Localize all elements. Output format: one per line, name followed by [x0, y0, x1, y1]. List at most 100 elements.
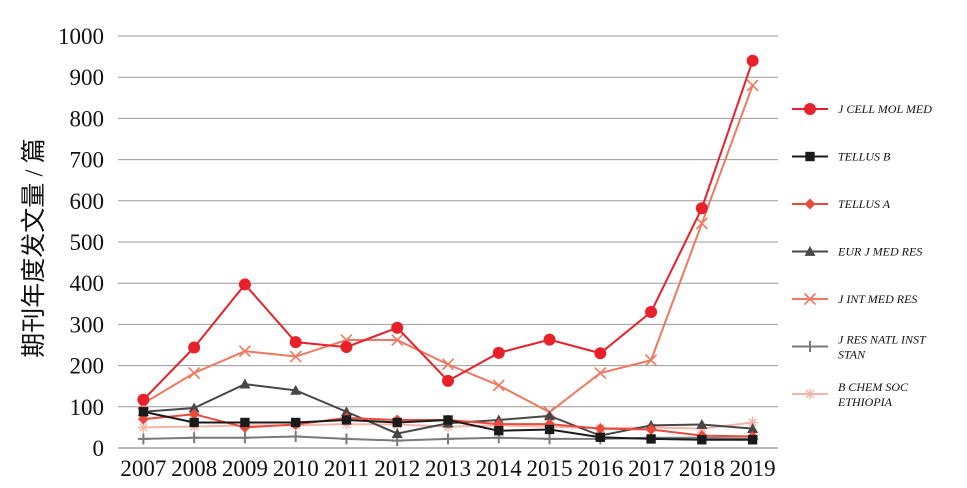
x-tick-label: 2010: [273, 456, 319, 481]
legend-label: J CELL MOL MED: [838, 102, 932, 116]
x-tick-label: 2019: [730, 456, 776, 481]
data-point-j-cell-mol-med: [188, 341, 201, 354]
data-point-b-chem-soc-ethiopia: [137, 421, 149, 433]
legend-item-eur-j-med-res: EUR J MED RES: [792, 245, 922, 259]
data-point-j-res-natl-inst-stan: [544, 433, 556, 445]
y-axis-title: 期刊年度发文量 / 篇: [20, 138, 48, 357]
legend-label: J INT MED RES: [838, 292, 917, 306]
x-tick-label: 2008: [171, 456, 217, 481]
gridlines: [118, 35, 778, 449]
data-point-j-res-natl-inst-stan: [442, 433, 454, 445]
data-point-j-int-med-res: [188, 366, 201, 380]
data-point-tellus-b: [494, 426, 504, 436]
data-point-j-cell-mol-med: [492, 346, 505, 359]
data-point-j-cell-mol-med: [137, 393, 150, 406]
legend-swatch-marker: [804, 388, 816, 400]
legend-label: EUR J MED RES: [837, 245, 922, 259]
legend-item-tellus-a: TELLUS A: [792, 197, 891, 211]
legend-label: TELLUS B: [838, 150, 891, 164]
legend-item-tellus-b: TELLUS B: [792, 150, 891, 164]
legend-item-j-int-med-res: J INT MED RES: [792, 292, 917, 306]
data-point-b-chem-soc-ethiopia: [747, 416, 759, 428]
data-point-tellus-b: [544, 424, 555, 435]
data-point-eur-j-med-res: [696, 419, 708, 429]
y-tick-label: 100: [70, 395, 105, 420]
x-tick-label: 2009: [222, 456, 268, 481]
x-tick-label: 2014: [476, 456, 523, 481]
legend-label: TELLUS A: [838, 197, 891, 211]
data-point-tellus-b: [291, 417, 301, 428]
x-tick-label: 2017: [628, 456, 674, 481]
legend-label: B CHEM SOC ETHIOPIA: [837, 380, 909, 409]
data-point-j-cell-mol-med: [594, 347, 607, 360]
data-point-tellus-a: [594, 423, 606, 435]
data-point-j-cell-mol-med: [645, 306, 658, 319]
data-point-j-int-med-res: [594, 366, 607, 380]
x-axis-ticks: 2007 2008 2009 2010 2011 2012 2013 2014 2015 2016…: [120, 456, 775, 481]
series-line-j-int-med-res: [142, 85, 754, 414]
data-point-j-res-natl-inst-stan: [290, 430, 302, 442]
data-point-tellus-b: [341, 415, 352, 425]
series-line-j-cell-mol-med: [142, 60, 754, 401]
data-point-eur-j-med-res: [290, 384, 302, 395]
legend-swatch-marker: [804, 198, 816, 210]
series-j-cell-mol-med: [137, 54, 759, 406]
data-point-tellus-b: [138, 407, 149, 417]
legend-item-j-res-natl-inst-stan: J RES NATL INST STAN: [792, 333, 927, 362]
legend-item-b-chem-soc-ethiopia: B CHEM SOC ETHIOPIA: [792, 380, 909, 409]
x-tick-label: 2012: [374, 456, 420, 481]
x-tick-label: 2011: [324, 456, 369, 481]
legend-swatch-marker: [804, 341, 816, 352]
data-point-eur-j-med-res: [188, 402, 200, 413]
x-tick-label: 2016: [577, 456, 623, 481]
data-point-j-int-med-res: [391, 333, 404, 347]
y-tick-label: 900: [70, 65, 105, 90]
data-point-j-cell-mol-med: [543, 333, 556, 346]
y-tick-label: 700: [70, 148, 105, 173]
data-point-j-int-med-res: [746, 79, 759, 92]
y-tick-label: 400: [70, 271, 105, 296]
data-point-j-int-med-res: [645, 354, 658, 367]
legend-swatch-marker: [805, 151, 815, 162]
x-tick-label: 2007: [120, 456, 166, 481]
data-point-j-int-med-res: [289, 350, 302, 363]
data-point-eur-j-med-res: [239, 378, 251, 389]
data-point-j-cell-mol-med: [340, 341, 353, 354]
data-point-j-res-natl-inst-stan: [340, 433, 352, 445]
data-point-j-res-natl-inst-stan: [188, 432, 200, 444]
data-point-j-res-natl-inst-stan: [137, 433, 149, 445]
x-tick-label: 2015: [527, 456, 573, 481]
data-point-j-cell-mol-med: [289, 336, 302, 349]
data-point-j-int-med-res: [238, 345, 251, 358]
series-j-int-med-res: [137, 79, 759, 419]
data-point-j-res-natl-inst-stan: [239, 432, 251, 444]
data-point-tellus-b: [595, 432, 605, 442]
data-point-eur-j-med-res: [544, 410, 556, 421]
data-point-eur-j-med-res: [340, 406, 352, 417]
series-tellus-b: [138, 407, 758, 445]
data-point-tellus-b: [189, 417, 199, 428]
x-tick-label: 2013: [425, 456, 471, 481]
y-tick-label: 0: [93, 436, 105, 461]
y-tick-label: 1000: [58, 24, 104, 49]
data-point-eur-j-med-res: [747, 423, 759, 434]
data-point-j-cell-mol-med: [391, 321, 404, 334]
data-point-tellus-a: [645, 423, 657, 435]
y-tick-label: 200: [70, 354, 105, 379]
legend-item-j-cell-mol-med: J CELL MOL MED: [792, 102, 932, 116]
data-point-tellus-b: [392, 417, 402, 428]
data-point-j-cell-mol-med: [746, 54, 759, 67]
data-point-j-cell-mol-med: [238, 278, 251, 291]
data-point-j-cell-mol-med: [695, 202, 708, 215]
data-point-eur-j-med-res: [391, 428, 403, 438]
legend-swatch-marker: [804, 103, 816, 115]
legend: J CELL MOL MED TELLUS B TELLUS A EUR J MED …: [792, 102, 932, 409]
legend-swatch-marker: [803, 292, 817, 306]
data-point-tellus-a: [188, 408, 200, 420]
x-tick-label: 2018: [679, 456, 725, 481]
data-point-j-int-med-res: [492, 379, 505, 392]
legend-swatch-marker: [804, 246, 816, 256]
data-point-j-int-med-res: [441, 358, 455, 371]
data-point-tellus-b: [747, 435, 758, 445]
